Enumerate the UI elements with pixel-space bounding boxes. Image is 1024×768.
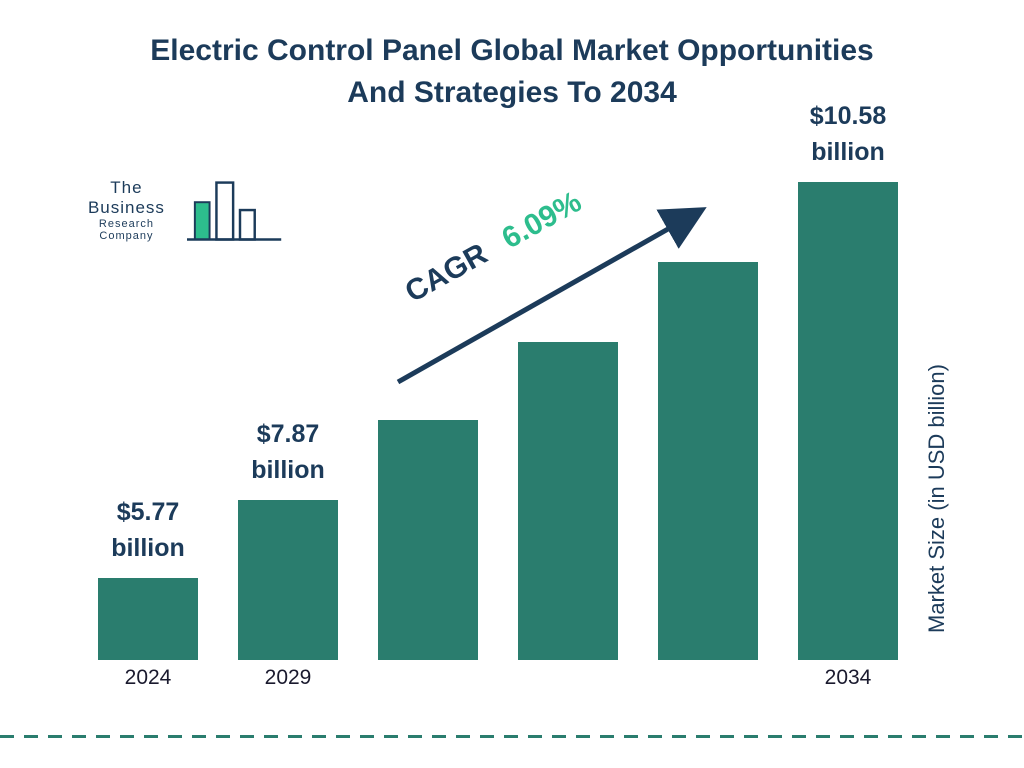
bar-value-label: $5.77 billion [53,494,243,566]
x-axis-label: 2034 [824,666,872,689]
company-logo: The Business Research Company [70,178,285,248]
bar-value-label-line: $7.87 [256,420,320,448]
bar [518,342,618,660]
x-axis-label: 2029 [264,666,312,689]
bar [658,262,758,660]
bar-value-label: $7.87 billion [193,416,383,488]
bar-value-label-line: billion [251,456,325,484]
bar [98,578,198,660]
company-logo-name: The Business [87,178,165,217]
bar-chart-logo-icon [186,181,282,241]
chart-title-line2: And Strategies To 2034 [347,76,677,109]
bar [798,182,898,660]
bottom-dashed-divider [0,735,1024,738]
cagr-trend-arrow [396,207,707,385]
chart-title-line1: Electric Control Panel Global Market Opp… [150,34,874,67]
company-logo-text: The Business Research Company [70,178,183,248]
company-logo-subname: Research Company [98,218,154,242]
bar-value-label-line: billion [111,534,185,562]
bar-value-label-line: $5.77 [116,498,180,526]
bar [238,500,338,660]
bar-value-label-line: billion [811,138,885,166]
chart-title: Electric Control Panel Global Market Opp… [0,30,1024,114]
x-axis-label: 2024 [124,666,172,689]
bar [378,420,478,660]
bar-value-label: $10.58 billion [753,98,943,170]
bar-value-label-line: $10.58 [809,102,887,130]
y-axis-label: Market Size (in USD billion) [924,364,949,634]
